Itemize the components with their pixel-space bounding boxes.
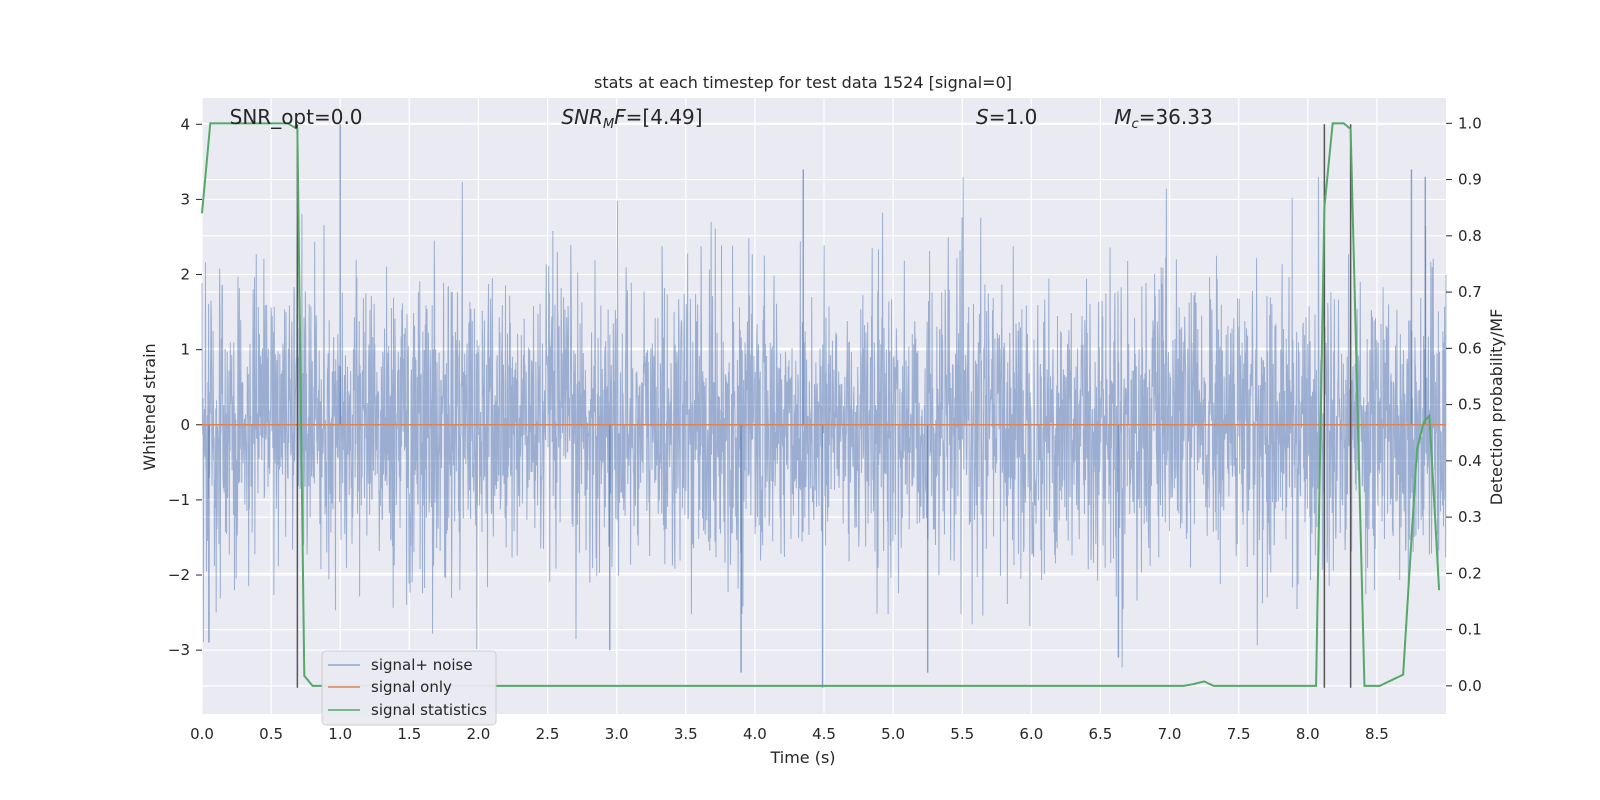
y-right-tick-label: 0.7 bbox=[1458, 283, 1482, 301]
y-right-tick-label: 0.2 bbox=[1458, 564, 1482, 582]
y-tick-label: 4 bbox=[180, 115, 190, 133]
annotation: SNRMF=[4.49] bbox=[561, 105, 702, 132]
noise-line bbox=[201, 176, 1447, 668]
y-right-tick-label: 0.4 bbox=[1458, 452, 1482, 470]
x-tick-label: 1.0 bbox=[328, 725, 352, 743]
x-tick-label: 1.5 bbox=[397, 725, 421, 743]
x-tick-label: 7.5 bbox=[1227, 725, 1251, 743]
signal-statistics-line bbox=[201, 122, 1441, 687]
x-tick-label: 3.0 bbox=[605, 725, 629, 743]
y-right-tick-label: 0.8 bbox=[1458, 227, 1482, 245]
y-tick-label: 2 bbox=[180, 266, 190, 284]
chart-title: stats at each timestep for test data 152… bbox=[594, 73, 1012, 92]
y-right-tick-label: 0.5 bbox=[1458, 396, 1482, 414]
y-right-tick-label: 0.6 bbox=[1458, 339, 1482, 357]
x-tick-label: 6.0 bbox=[1019, 725, 1043, 743]
y-right-tick-label: 0.3 bbox=[1458, 508, 1482, 526]
y-right-tick-label: 1.0 bbox=[1458, 114, 1482, 132]
legend-box bbox=[321, 650, 497, 726]
legend-label-noise: signal+ noise bbox=[371, 656, 473, 674]
x-tick-label: 4.0 bbox=[743, 725, 767, 743]
x-tick-label: 5.0 bbox=[881, 725, 905, 743]
x-tick-label: 4.5 bbox=[812, 725, 836, 743]
x-tick-label: 3.5 bbox=[674, 725, 698, 743]
legend-label-statistics: signal statistics bbox=[371, 701, 487, 719]
legend-label-signal-only: signal only bbox=[371, 678, 452, 696]
x-tick-label: 0.0 bbox=[190, 725, 214, 743]
y-tick-label: −3 bbox=[168, 641, 190, 659]
annotation: Mc=36.33 bbox=[1114, 105, 1212, 132]
x-tick-label: 8.0 bbox=[1296, 725, 1320, 743]
x-tick-label: 2.5 bbox=[536, 725, 560, 743]
legend: signal+ noise signal only signal statist… bbox=[321, 650, 497, 726]
x-tick-label: 5.5 bbox=[950, 725, 974, 743]
y-ticks: −3 −2 −1 0 1 2 3 4 bbox=[168, 115, 202, 659]
signal-statistics-series bbox=[201, 122, 1441, 687]
x-ticks: 0.0 0.5 1.0 1.5 2.0 2.5 3.0 3.5 4.0 4.5 5.0 5.5 6.0 6… bbox=[190, 725, 1389, 743]
y-axis-label: Whitened strain bbox=[140, 343, 159, 470]
y-tick-label: 1 bbox=[180, 341, 190, 359]
annotation: SNR_opt=0.0 bbox=[230, 105, 363, 129]
y-right-ticks: 0.0 0.1 0.2 0.3 0.4 0.5 0.6 0.7 0.8 0.9 1.0 bbox=[1446, 114, 1482, 695]
y-right-tick-label: 0.1 bbox=[1458, 621, 1482, 639]
y-tick-label: 3 bbox=[180, 190, 190, 208]
x-tick-label: 8.5 bbox=[1365, 725, 1389, 743]
annotation: S=1.0 bbox=[976, 105, 1037, 129]
x-tick-label: 7.0 bbox=[1158, 725, 1182, 743]
x-tick-label: 6.5 bbox=[1089, 725, 1113, 743]
x-tick-label: 2.0 bbox=[467, 725, 491, 743]
annotations: SNR_opt=0.0 SNRMF=[4.49] S=1.0 Mc=36.33 bbox=[230, 105, 1213, 132]
x-axis-label: Time (s) bbox=[769, 748, 835, 767]
y-tick-label: 0 bbox=[180, 416, 190, 434]
y-right-axis-label: Detection probability/MF bbox=[1487, 309, 1506, 506]
y-tick-label: −2 bbox=[168, 566, 190, 584]
y-tick-label: −1 bbox=[168, 491, 190, 509]
x-tick-label: 0.5 bbox=[259, 725, 283, 743]
y-right-tick-label: 0.9 bbox=[1458, 171, 1482, 189]
y-right-tick-label: 0.0 bbox=[1458, 677, 1482, 695]
noise-series bbox=[201, 124, 1447, 688]
